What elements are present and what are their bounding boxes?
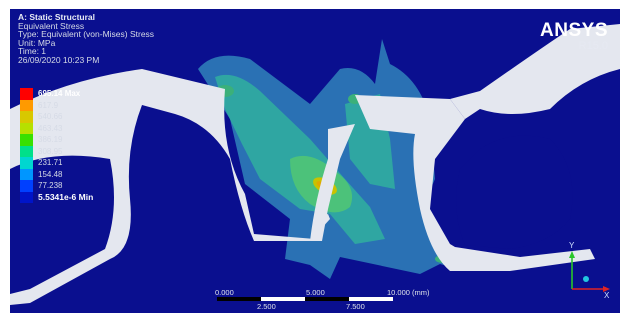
logo-brand: ANSYS [540, 20, 608, 41]
gear-tooth-left-upper [142, 69, 330, 241]
legend-swatch [20, 99, 33, 111]
gear-right-arc-mid [450, 91, 480, 119]
legend-row: 154.48 [20, 168, 93, 180]
legend-row: 617.9 [20, 99, 93, 111]
legend-label: 617.9 [38, 100, 59, 110]
logo-version: R15.0 [578, 40, 608, 52]
ansys-logo: ANSYS R15.0 [540, 21, 608, 52]
legend-label: 540.66 [38, 112, 63, 122]
result-info-block: A: Static Structural Equivalent Stress T… [18, 13, 154, 65]
scale-tick-0: 0.000 [215, 288, 234, 297]
legend-swatch [20, 134, 33, 146]
legend-swatch [20, 180, 33, 192]
scale-tick-2-5: 2.500 [257, 302, 276, 311]
gear-right-tooth-upper [355, 95, 595, 271]
info-line-type: Type: Equivalent (von-Mises) Stress [18, 29, 155, 40]
triad-y-label: Y [569, 241, 575, 250]
legend-swatch [20, 122, 33, 134]
legend-label: 77.238 [38, 181, 63, 191]
legend-row: 386.19 [20, 134, 93, 146]
scale-segment-2 [261, 297, 305, 301]
gear-right-inner-cut [456, 135, 573, 249]
legend-row: 463.43 [20, 122, 93, 134]
legend-swatch [20, 157, 33, 169]
scale-tick-7-5: 7.500 [346, 302, 365, 311]
legend-label: 231.71 [38, 158, 63, 168]
legend-row: 308.95 [20, 145, 93, 157]
legend-label: 5.5341e-6 Min [38, 192, 94, 203]
legend-label: 154.48 [38, 169, 63, 179]
legend-label: 308.95 [38, 146, 63, 156]
legend-swatch [20, 145, 33, 157]
scale-segment-4 [349, 297, 393, 301]
gear-center-sliver [310, 124, 355, 241]
graphics-viewport[interactable]: A: Static Structural Equivalent Stress T… [10, 9, 620, 313]
scale-tick-10: 10.000 (mm) [387, 288, 430, 297]
legend-swatch [20, 168, 33, 180]
legend-swatch [20, 191, 33, 203]
legend-row: 695.14 Max [20, 88, 93, 100]
contour-legend: 695.14 Max 617.9 540.66 463.43 386.19 308.95 2… [20, 88, 93, 203]
triad-graphic [569, 251, 610, 292]
scale-segment-1 [217, 297, 261, 301]
gear-left-inner-cut [10, 155, 114, 294]
legend-row: 540.66 [20, 111, 93, 123]
scale-segment-3 [305, 297, 349, 301]
legend-label: 463.43 [38, 123, 63, 133]
legend-swatch [20, 88, 33, 100]
scale-bar: 0.000 5.000 10.000 (mm) 2.500 7.500 [215, 288, 435, 311]
info-line-time: Time: 1 [18, 46, 47, 57]
info-line-result: Equivalent Stress [18, 20, 85, 31]
triad-x-label: X [604, 291, 610, 300]
info-line-timestamp: 26/09/2020 10:23 PM [18, 54, 100, 65]
legend-label: 695.14 Max [38, 89, 81, 99]
axis-triad[interactable]: Y X [564, 241, 614, 301]
legend-swatch [20, 111, 33, 123]
gear-contour-plot [10, 24, 620, 305]
legend-label: 386.19 [38, 135, 63, 145]
legend-row: 231.71 [20, 157, 93, 169]
analysis-title: A: Static Structural [18, 12, 95, 22]
info-line-unit: Unit: MPa [18, 37, 56, 48]
gear-right-arc-top [480, 24, 620, 114]
legend-row: 77.238 [20, 180, 93, 192]
scale-tick-5: 5.000 [306, 288, 325, 297]
legend-row: 5.5341e-6 Min [20, 191, 94, 203]
